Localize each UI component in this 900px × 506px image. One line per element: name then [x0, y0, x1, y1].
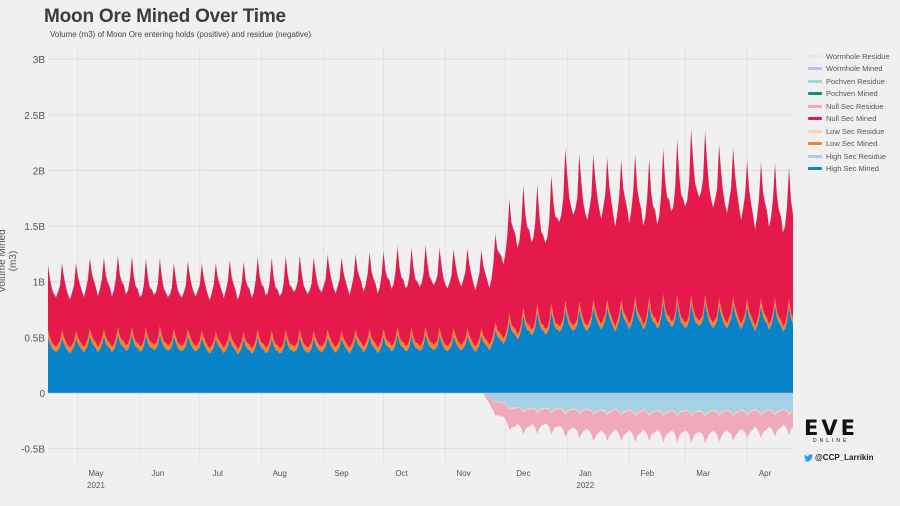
y-tick-label: -0.5B [21, 445, 45, 456]
legend-item-low-sec-residue[interactable]: Low Sec Residue [808, 125, 900, 138]
legend-item-wormhole-mined[interactable]: Wormhole Mined [808, 63, 900, 76]
x-tick-label: Apr [759, 469, 772, 478]
legend-swatch [808, 67, 822, 71]
area-pochven-mined [48, 128, 793, 301]
area-high-sec-mined [48, 301, 793, 393]
area-low-sec-mined [48, 294, 793, 355]
legend-label: Null Sec Mined [826, 114, 877, 124]
x-tick-label: Jan [579, 469, 592, 478]
y-tick-label: 3B [33, 55, 46, 66]
legend-swatch [808, 79, 822, 83]
chart-legend[interactable]: Wormhole Residue Wormhole Mined Pochven Re… [808, 50, 900, 175]
legend-swatch [808, 92, 822, 96]
moon-ore-area-chart: 3B 2.5B 2B 1.5B 1B 0.5B 0 -0.5B May 2021 Jun Jul Aug… [21, 48, 793, 490]
x-tick-year: 2022 [576, 481, 594, 490]
y-tick-label: 2.5B [24, 111, 45, 122]
legend-item-wormhole-residue[interactable]: Wormhole Residue [808, 50, 900, 63]
area-wormhole-mined [48, 127, 793, 300]
x-tick-label: Dec [516, 469, 530, 478]
legend-swatch [808, 117, 822, 121]
legend-item-null-sec-mined[interactable]: Null Sec Mined [808, 113, 900, 126]
legend-item-pochven-residue[interactable]: Pochven Residue [808, 75, 900, 88]
area-null-sec-residue [48, 393, 793, 444]
legend-swatch [808, 129, 822, 133]
area-high-sec-residue [48, 393, 793, 416]
legend-swatch [808, 104, 822, 108]
area-null-sec-mined [48, 129, 793, 350]
x-tick-label: Jul [213, 469, 223, 478]
legend-swatch [808, 142, 822, 146]
legend-label: Pochven Mined [826, 89, 878, 99]
eve-logo-sub: ONLINE [812, 438, 850, 444]
legend-label: Pochven Residue [826, 76, 885, 86]
twitter-handle: @CCP_Larrikin [815, 453, 874, 462]
legend-swatch [808, 54, 822, 58]
x-tick-label: Sep [335, 469, 350, 478]
legend-item-null-sec-residue[interactable]: Null Sec Residue [808, 100, 900, 113]
x-tick-label: Oct [395, 469, 408, 478]
eve-logo-mark: EVE [804, 416, 858, 440]
legend-label: High Sec Residue [826, 151, 887, 161]
twitter-credit[interactable]: @CCP_Larrikin [804, 453, 873, 462]
y-tick-label: 0 [39, 389, 45, 400]
x-tick-label: Mar [696, 469, 710, 478]
legend-item-low-sec-mined[interactable]: Low Sec Mined [808, 138, 900, 151]
y-tick-label: 2B [33, 166, 46, 177]
x-tick-label: Aug [273, 469, 287, 478]
legend-item-high-sec-mined[interactable]: High Sec Mined [808, 163, 900, 176]
legend-label: High Sec Mined [826, 164, 879, 174]
eve-online-logo: EVE ONLINE [800, 416, 862, 445]
legend-item-pochven-mined[interactable]: Pochven Mined [808, 88, 900, 101]
legend-item-high-sec-residue[interactable]: High Sec Residue [808, 150, 900, 163]
area-low-sec-residue [48, 393, 793, 418]
y-tick-label: 0.5B [24, 333, 45, 344]
legend-label: Null Sec Residue [826, 101, 884, 111]
legend-label: Low Sec Residue [826, 126, 885, 136]
x-tick-label: Jun [151, 469, 164, 478]
y-tick-label: 1.5B [24, 222, 45, 233]
legend-label: Low Sec Mined [826, 139, 878, 149]
legend-label: Wormhole Mined [826, 64, 883, 74]
y-tick-label: 1B [33, 278, 46, 289]
legend-swatch [808, 167, 822, 171]
twitter-bird-icon [804, 453, 813, 462]
chart-title: Moon Ore Mined Over Time [44, 6, 286, 27]
x-tick-label: May [88, 469, 103, 478]
legend-label: Wormhole Residue [826, 51, 890, 61]
x-tick-label: Nov [456, 469, 470, 478]
legend-swatch [808, 154, 822, 158]
x-tick-label: Feb [640, 469, 654, 478]
chart-subtitle: Volume (m3) of Moon Ore entering holds (… [50, 30, 312, 39]
x-tick-year: 2021 [87, 481, 105, 490]
